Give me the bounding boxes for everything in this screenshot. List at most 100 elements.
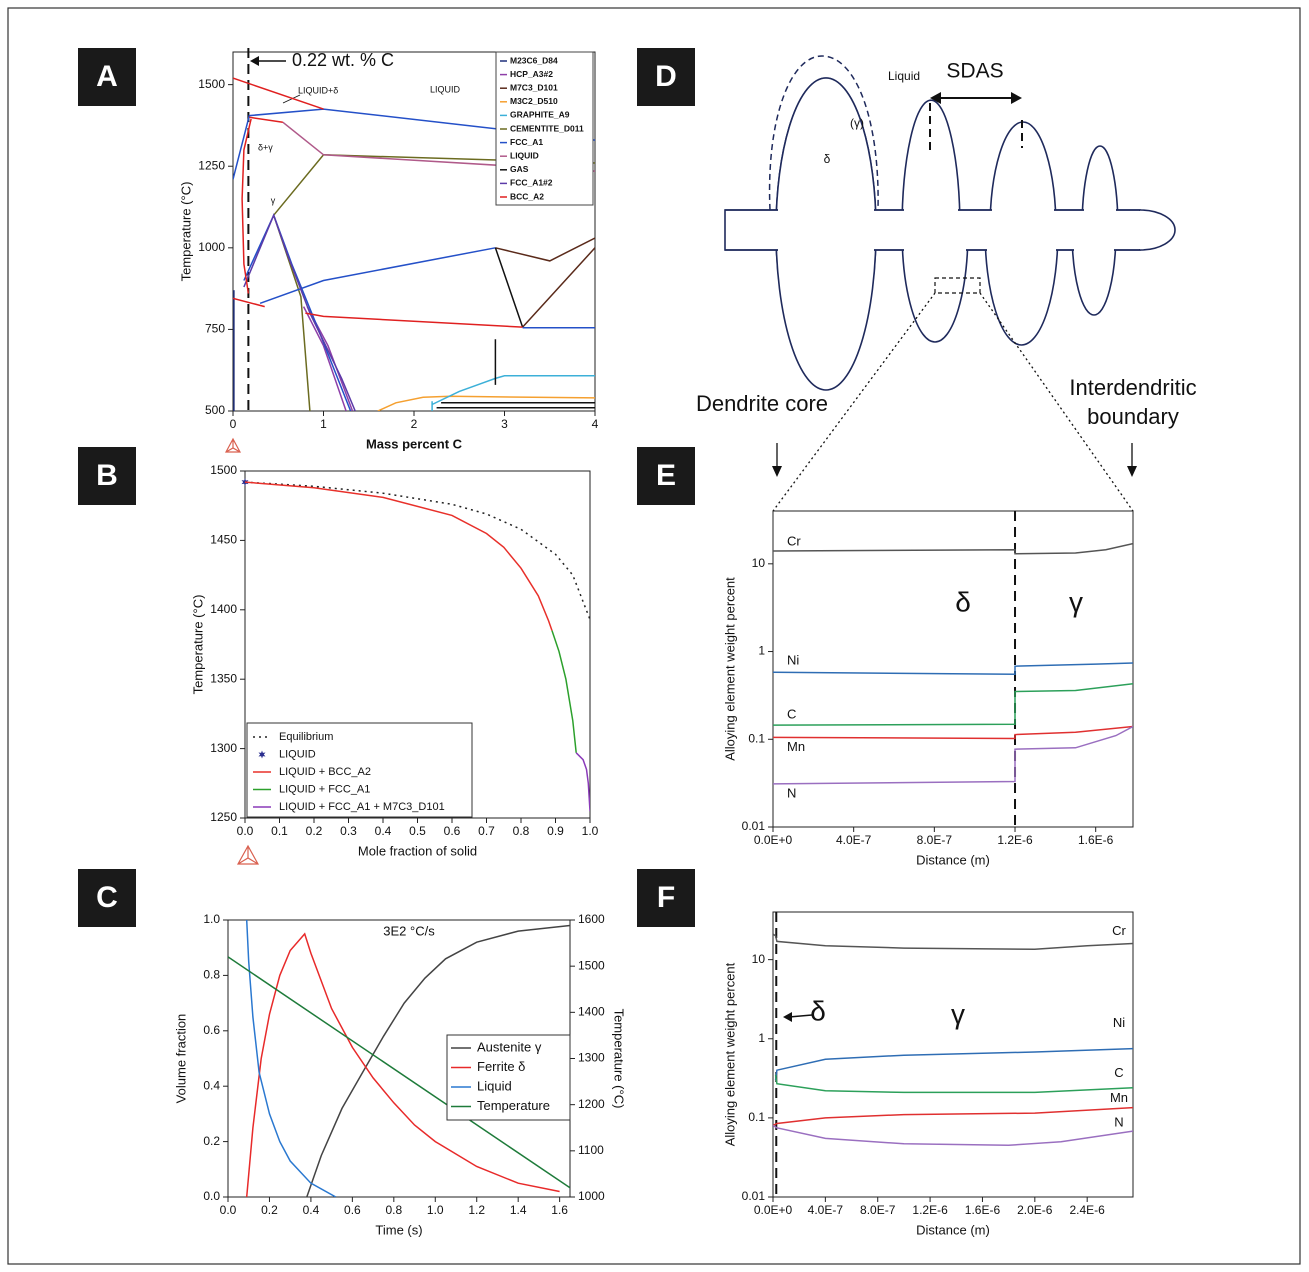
series-label: Ni (1113, 1015, 1125, 1030)
legend-label: Temperature (477, 1098, 550, 1113)
x-tick-label: 8.0E-7 (917, 833, 953, 847)
y-tick-label: 0.01 (742, 1189, 766, 1203)
series-line (773, 542, 1133, 555)
diagram-label: Interdendritic (1069, 375, 1196, 400)
annotation: LIQUID (430, 84, 461, 94)
legend-label: Ferrite δ (477, 1059, 525, 1074)
series-label: C (787, 707, 796, 722)
series-line (377, 395, 595, 411)
annotation: δ (810, 995, 826, 1026)
x-tick-label: 1.6E-6 (1078, 833, 1114, 847)
x-tick-label: 0.2 (261, 1203, 278, 1217)
panel-label: D (655, 60, 677, 93)
x-tick-label: 0.6 (344, 1203, 361, 1217)
panel-label-box (78, 869, 136, 927)
series-label: Mn (787, 739, 805, 754)
panel-label-box (78, 48, 136, 106)
legend-box (495, 51, 594, 206)
zoom-lines (772, 292, 1134, 512)
panel-label: B (96, 459, 118, 492)
y2-tick-label: 1400 (578, 1005, 605, 1019)
series-label: Mn (1110, 1090, 1128, 1105)
series-line (774, 1047, 1133, 1081)
series-line (773, 725, 1133, 740)
series-line (495, 237, 595, 328)
x-tick-label: 1.0 (427, 1203, 444, 1217)
logo (224, 437, 260, 865)
legend-label: LIQUID (279, 748, 316, 760)
y-tick-label: 0.1 (748, 731, 765, 745)
x-axis-label: Distance (m) (916, 852, 990, 867)
legend-label: BCC_A2 (510, 191, 544, 201)
y-tick-label: 10 (752, 952, 766, 966)
panel-label-box (637, 869, 695, 927)
series-line (773, 1106, 1133, 1127)
x-tick-label: 4.0E-7 (808, 1203, 844, 1217)
x-tick-label: 1.4 (510, 1203, 527, 1217)
panel-label-box (637, 447, 695, 505)
y2-tick-label: 1100 (578, 1143, 604, 1157)
plot-frame (772, 911, 1134, 1198)
legend-label: Equilibrium (279, 731, 333, 743)
legend-label: LIQUID (510, 150, 539, 160)
x-axis-label: Distance (m) (916, 1222, 990, 1237)
series-line (773, 933, 1133, 951)
y-tick-label: 0.6 (203, 1023, 220, 1037)
y-tick-label: 10 (752, 556, 766, 570)
x-tick-label: 4 (592, 417, 599, 431)
dendrite-outline-fix (725, 209, 1140, 251)
y2-axis-label: Temperature (°C) (612, 1009, 627, 1109)
y-tick-label: 0.8 (203, 968, 220, 982)
pointer-arrow (772, 443, 1137, 477)
y2-tick-label: 1500 (578, 958, 605, 972)
x-axis-label: Time (s) (375, 1222, 422, 1237)
series-label: C (1114, 1065, 1123, 1080)
y-tick-label: 1 (758, 644, 765, 658)
series-line (773, 662, 1133, 676)
series-label: Ni (787, 653, 799, 668)
legend-label: GAS (510, 164, 529, 174)
series-label: N (787, 785, 796, 800)
x-axis-label: Mass percent C (366, 436, 463, 451)
liquid-boundary (768, 55, 879, 211)
y-tick-label: 1250 (210, 810, 237, 824)
panel-label: F (657, 881, 675, 914)
x-tick-label: 2.0E-6 (1017, 1203, 1053, 1217)
y-tick-label: 1000 (198, 240, 225, 254)
annotation: 0.22 wt. % C (292, 50, 394, 70)
series-line (245, 481, 553, 631)
y-tick-label: 0.01 (742, 819, 766, 833)
chart: 0.0 0.2 0.4 0.6 0.8 1.0 1.2 1.4 1.6 0.0 0.2 0.4 0.6 0… (173, 912, 626, 1237)
x-tick-label: 0.2 (306, 824, 323, 838)
annotation: γ (951, 998, 965, 1029)
panel-label-box (637, 48, 695, 106)
x-tick-label: 1.2E-6 (912, 1203, 948, 1217)
chart-title: 3E2 °C/s (383, 923, 435, 938)
y-tick-label: 1300 (210, 741, 237, 755)
chart: 0.0E+0 4.0E-7 8.0E-7 1.2E-6 1.6E-6 0.01 0.1 1 10… (722, 510, 1134, 867)
series-label: Cr (787, 533, 801, 548)
legend-label: Austenite γ (477, 1039, 542, 1054)
y-tick-label: 1350 (210, 671, 237, 685)
series-line (228, 956, 570, 1189)
series-line (773, 725, 1133, 785)
x-tick-label: 0.1 (271, 824, 288, 838)
legend-label: LIQUID + FCC_A1 (279, 783, 370, 795)
sdas-marker (929, 92, 1023, 150)
x-tick-label: 0.8 (385, 1203, 402, 1217)
x-tick-label: 1.0 (582, 824, 599, 838)
y-tick-label: 500 (205, 403, 225, 417)
chart: 0.0 0.1 0.2 0.3 0.4 0.5 0.6 0.7 0.8 0.9 1.0 1250 130… (190, 463, 598, 858)
y-tick-label: 1 (758, 1031, 765, 1045)
legend-label: LIQUID + BCC_A2 (279, 766, 371, 778)
x-tick-label: 0 (230, 417, 237, 431)
legend-label: HCP_A3#2 (510, 69, 553, 79)
series-line (245, 481, 590, 620)
annotation: γ (271, 195, 276, 205)
legend-marker (258, 750, 266, 759)
legend-label: GRAPHITE_A9 (510, 110, 570, 120)
legend-label: M23C6_D84 (510, 55, 558, 65)
legend-label: CEMENTITE_D011 (510, 123, 584, 133)
zoom-box (934, 277, 981, 294)
